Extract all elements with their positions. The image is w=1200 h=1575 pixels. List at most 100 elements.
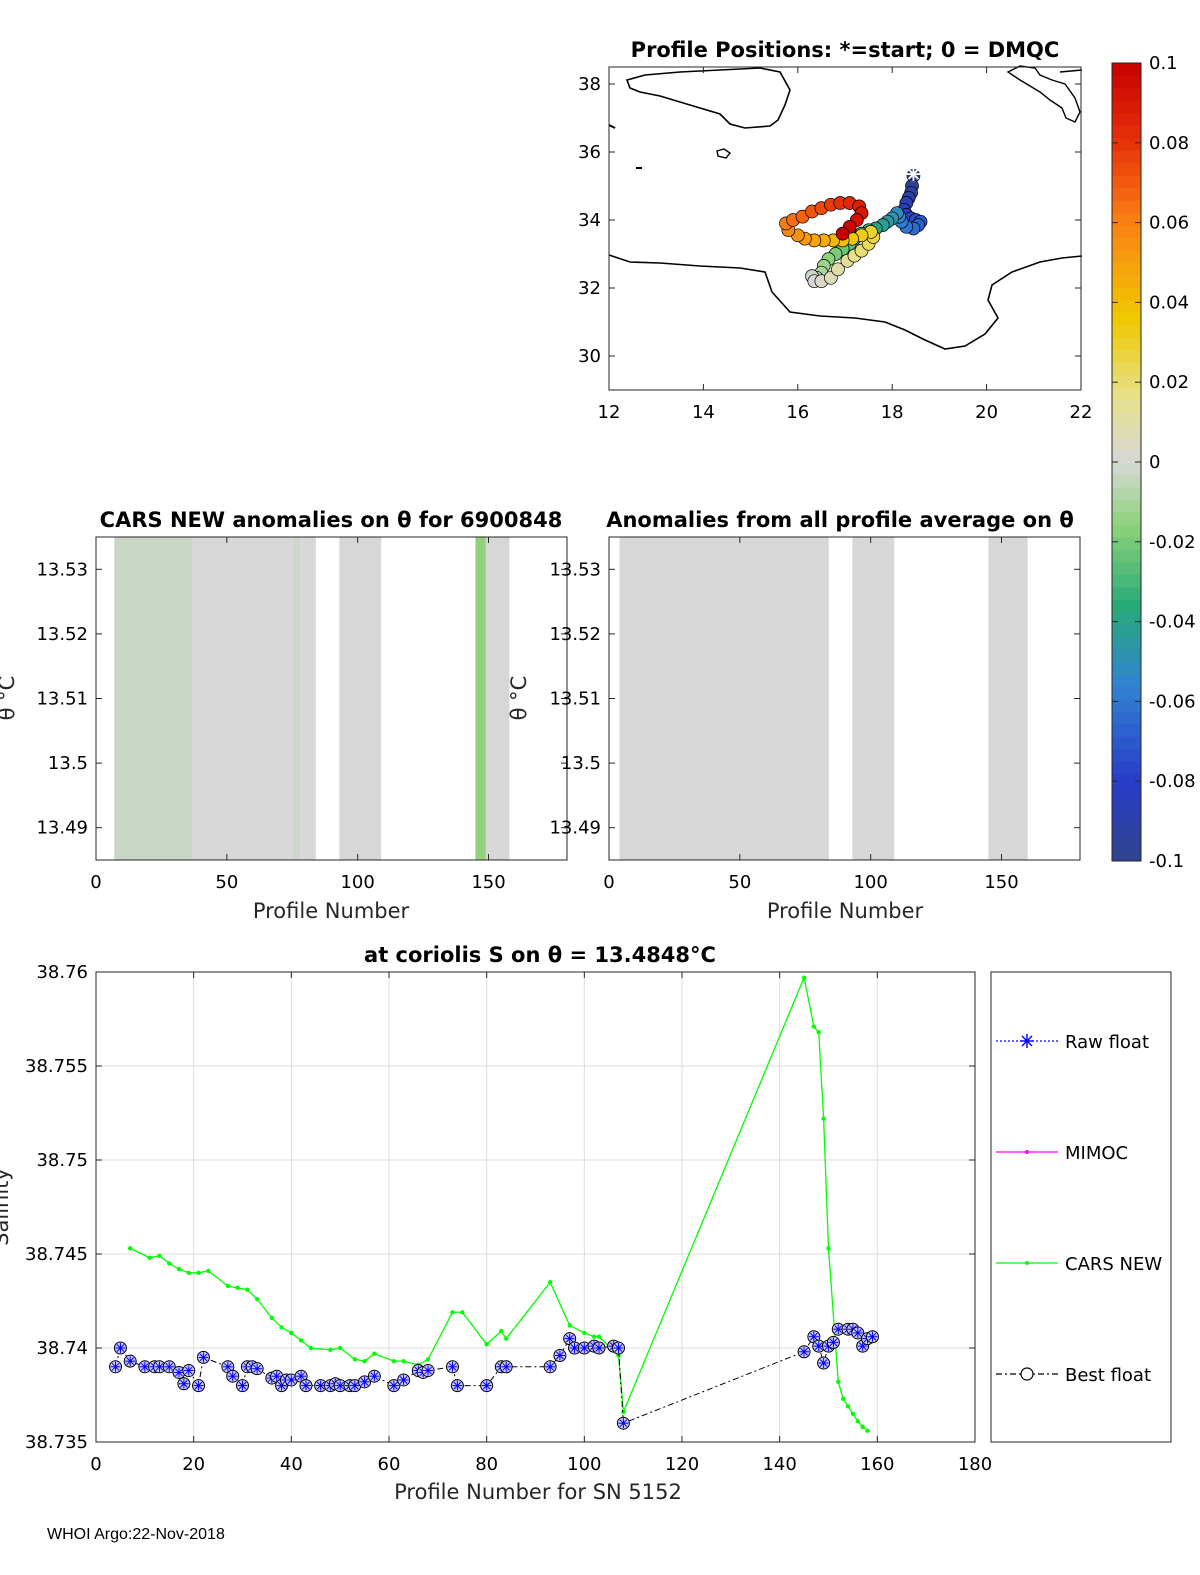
- colorbar-cell: [1112, 811, 1141, 825]
- cars-new-point: [826, 1246, 831, 1251]
- cars-new-point: [206, 1268, 211, 1274]
- colorbar-cell: [1112, 250, 1141, 263]
- colorbar-cell: [1112, 636, 1141, 650]
- colorbar-ticks: 0.1 0.08 0.06 0.04 0.02 0 -0.02 -0.04 -0.06 -0.08…: [1112, 53, 1196, 872]
- cars-new-point: [504, 1336, 509, 1341]
- cars-new-point: [328, 1347, 333, 1353]
- cars-new-point: [840, 1396, 846, 1401]
- colorbar-cell: [1112, 786, 1141, 800]
- colorbar-cell: [1112, 200, 1141, 214]
- colorbar-cell: [1112, 312, 1141, 326]
- cars-new-point: [157, 1253, 162, 1259]
- legend-raw-float: Raw float: [996, 1032, 1149, 1053]
- y-tick-label: 13.52: [549, 624, 601, 645]
- colorbar-cell: [1112, 175, 1141, 189]
- best-float-point: [812, 1339, 826, 1353]
- best-float-point: [807, 1330, 821, 1344]
- x-tick-label: 22: [1070, 402, 1093, 423]
- cars-new-point: [850, 1411, 856, 1417]
- colorbar-cell: [1112, 486, 1141, 500]
- y-tick-label: 38: [578, 74, 601, 95]
- anomaly-column: [192, 537, 293, 860]
- best-float-point: [250, 1362, 264, 1376]
- cars-new-point: [484, 1342, 489, 1347]
- x-tick-label: 100: [853, 872, 887, 893]
- cars-new-point: [425, 1357, 431, 1362]
- cars-anomaly-columns: [114, 537, 510, 860]
- anomaly-column: [988, 537, 1028, 860]
- best-float-point: [616, 1416, 630, 1430]
- x-tick-label: 20: [975, 402, 998, 423]
- y-tick-label: 38.74: [36, 1338, 88, 1359]
- cars-new-point: [279, 1325, 284, 1330]
- cars-new-point: [269, 1315, 274, 1321]
- colorbar-cell: [1112, 449, 1141, 463]
- y-tick-label: 38.745: [25, 1244, 88, 1265]
- cars-new-point: [225, 1283, 231, 1289]
- best-float-point: [162, 1360, 176, 1374]
- cars-new-point: [547, 1280, 553, 1285]
- map-coastline: [608, 65, 1083, 350]
- colorbar-cell: [1112, 499, 1141, 513]
- cars-anomaly-x-ticks: 0 50 100 150: [90, 537, 506, 893]
- best-float-point: [445, 1360, 459, 1374]
- salinity-y-ticks: 38.76 38.755 38.75 38.745 38.74 38.735: [25, 962, 975, 1453]
- colorbar-cell: [1112, 125, 1141, 139]
- colorbar-cell: [1112, 661, 1141, 675]
- cars-new-point: [391, 1358, 397, 1364]
- cars-new-point: [308, 1345, 314, 1351]
- x-tick-label: 12: [598, 402, 621, 423]
- cars-new-point: [845, 1404, 851, 1409]
- best-float-point: [553, 1349, 567, 1363]
- y-tick-label: 13.49: [549, 818, 601, 839]
- colorbar-cell: [1112, 137, 1141, 151]
- colorbar-cell: [1112, 561, 1141, 575]
- cars-new-point: [855, 1419, 860, 1424]
- x-tick-label: 50: [728, 872, 751, 893]
- cars-new-point: [596, 1334, 602, 1339]
- colorbar-cell: [1112, 100, 1141, 114]
- y-tick-label: 38.76: [36, 962, 88, 983]
- colorbar-tick-label: 0.1: [1149, 53, 1178, 74]
- cars-new-point: [176, 1266, 182, 1272]
- cars-new-point: [811, 1024, 817, 1029]
- best-float-point: [182, 1364, 196, 1378]
- best-float-point: [397, 1373, 411, 1387]
- cars-new-point: [196, 1270, 201, 1276]
- start-asterisk-icon: [906, 167, 921, 182]
- colorbar-cell: [1112, 574, 1141, 588]
- cars-new-point: [167, 1261, 172, 1266]
- y-tick-label: 38.755: [25, 1056, 88, 1077]
- colorbar-cell: [1112, 673, 1141, 687]
- cars-new-point: [401, 1358, 406, 1364]
- colorbar-cell: [1112, 736, 1141, 750]
- colorbar-cell: [1112, 536, 1141, 550]
- best-float-point: [314, 1379, 328, 1393]
- colorbar-cell: [1112, 723, 1141, 737]
- colorbar-cell: [1112, 424, 1141, 438]
- best-float-point: [113, 1341, 127, 1355]
- colorbar-cell: [1112, 462, 1141, 475]
- cars-new-point: [450, 1310, 455, 1315]
- cars-new-point: [337, 1345, 343, 1351]
- colorbar-cell: [1112, 337, 1141, 351]
- best-float-point: [226, 1369, 240, 1383]
- legend-cars-new: CARS NEW: [996, 1254, 1162, 1275]
- colorbar-cell: [1112, 187, 1141, 201]
- best-float-point: [192, 1379, 206, 1393]
- colorbar-cell: [1112, 237, 1141, 251]
- colorbar-tick-label: -0.04: [1149, 612, 1196, 633]
- colorbar-cell: [1112, 474, 1141, 488]
- colorbar-cell: [1112, 437, 1141, 451]
- colorbar-cell: [1112, 75, 1141, 89]
- colorbar-tick-label: 0.04: [1149, 292, 1189, 313]
- x-tick-label: 80: [475, 1454, 498, 1475]
- best-float-point: [177, 1377, 191, 1391]
- colorbar-cell: [1112, 387, 1141, 401]
- best-float-point: [817, 1356, 831, 1370]
- colorbar-tick-label: -0.08: [1149, 771, 1196, 792]
- colorbar-tick-label: -0.06: [1149, 691, 1196, 712]
- best-float-point: [284, 1373, 298, 1387]
- x-tick-label: 18: [881, 402, 904, 423]
